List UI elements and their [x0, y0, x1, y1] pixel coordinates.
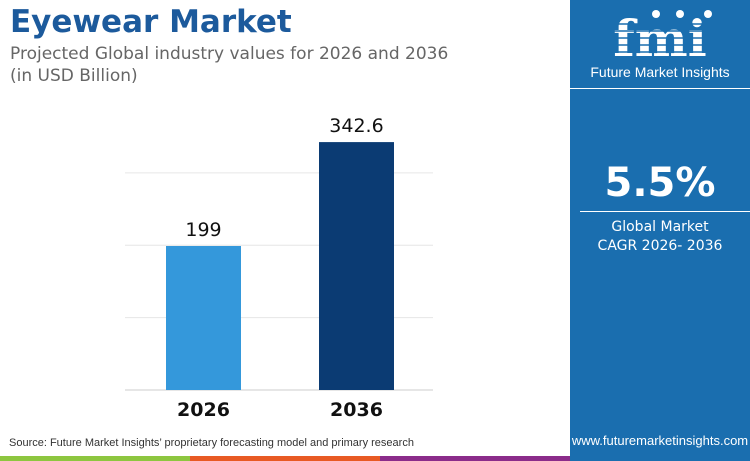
source-note: Source: Future Market Insights’ propriet…: [9, 437, 414, 449]
color-strip: [0, 456, 570, 461]
bar-chart: 199 2026 342.6 2036: [125, 115, 433, 421]
data-label: 342.6: [329, 115, 383, 137]
cagr-period: CAGR 2026- 2036: [597, 238, 723, 254]
data-label: 199: [185, 219, 221, 241]
divider: [570, 88, 750, 89]
x-tick-label: 2036: [330, 399, 383, 421]
brand-name: Future Market Insights: [590, 64, 730, 80]
cagr-value: 5.5%: [604, 160, 716, 206]
strip-orange: [190, 456, 380, 461]
page-title: Eyewear Market: [10, 4, 292, 40]
strip-purple: [380, 456, 570, 461]
website-link[interactable]: www.futuremarketinsights.com: [571, 433, 749, 448]
bar-2036: [319, 142, 394, 390]
fmi-logo: fmi: [598, 10, 722, 60]
cagr-label: Global Market: [611, 219, 709, 235]
bar-2026: [166, 246, 241, 390]
divider: [580, 211, 750, 212]
subtitle: Projected Global industry values for 202…: [10, 44, 449, 64]
x-tick-label: 2026: [177, 399, 230, 421]
side-panel: fmi Future Market Insights 5.5% Global M…: [570, 0, 750, 461]
strip-green: [0, 456, 190, 461]
subtitle-units: (in USD Billion): [10, 66, 138, 86]
